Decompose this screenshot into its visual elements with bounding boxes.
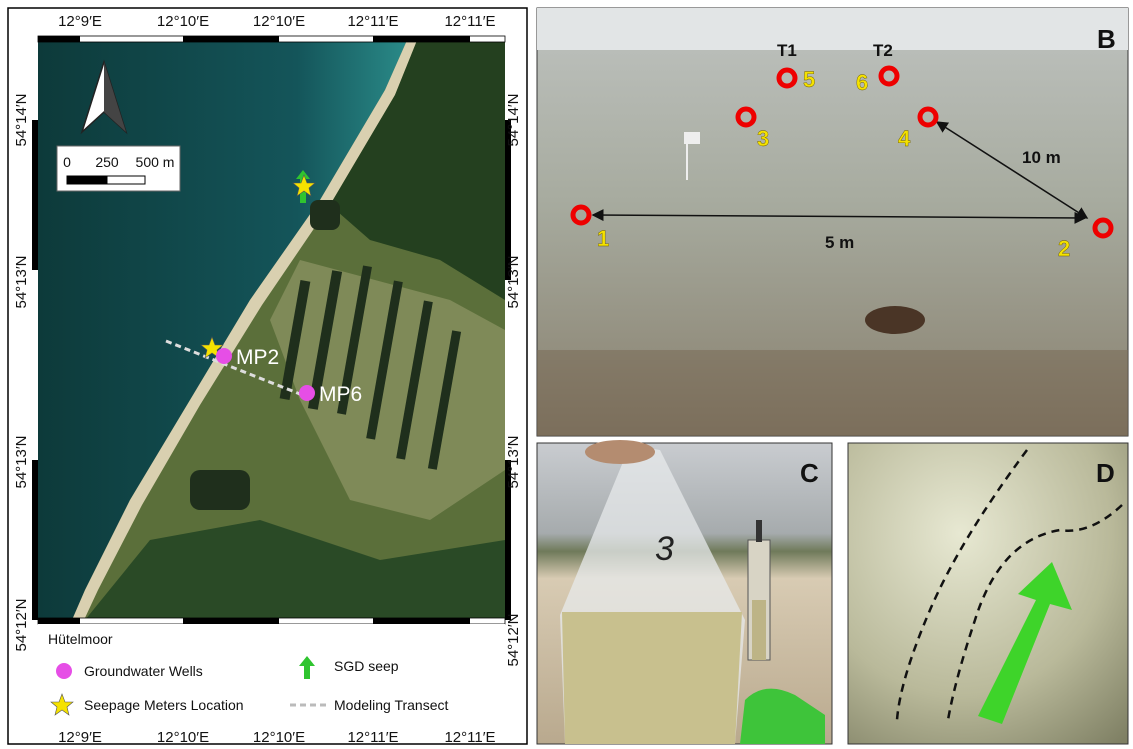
scale-label: 250 (95, 154, 119, 170)
point-label: 3 (757, 126, 769, 151)
seaweed (865, 306, 925, 334)
lon-label: 12°10′E (157, 729, 209, 746)
figure: 12°9′E 12°10′E 12°10′E 12°11′E 12°11′E 1… (0, 0, 1133, 749)
lat-label: 54°13′N (13, 435, 30, 488)
scale-bar (67, 176, 107, 184)
distance-label: 5 m (825, 233, 854, 252)
lon-label: 12°11′E (444, 13, 495, 30)
panel-label: D (1096, 458, 1115, 488)
hand (585, 440, 655, 464)
legend-item: Seepage Meters Location (84, 697, 244, 713)
lon-label: 12°9′E (58, 729, 102, 746)
lat-label: 54°12′N (505, 613, 522, 666)
panel-b: 1 2 3 4 5 6 T1 T2 10 m 5 m B (537, 8, 1128, 436)
photo-b-shore (537, 350, 1128, 436)
well-label: MP2 (236, 346, 279, 369)
syringe-water (752, 600, 766, 660)
lon-label: 12°10′E (253, 729, 305, 746)
lat-label: 54°12′N (13, 598, 30, 651)
well-label: MP6 (319, 383, 362, 406)
panel-a: 12°9′E 12°10′E 12°10′E 12°11′E 12°11′E 1… (8, 8, 527, 746)
point-label: 1 (597, 226, 609, 251)
lon-label: 12°11′E (347, 729, 398, 746)
distance-label: 10 m (1022, 148, 1061, 167)
syringe-plunger (756, 520, 762, 542)
scale-label: 500 m (136, 154, 175, 170)
bag-number: 3 (655, 530, 674, 568)
lon-label: 12°10′E (157, 13, 209, 30)
lat-label: 54°13′N (505, 435, 522, 488)
lon-label: 12°11′E (444, 729, 495, 746)
legend-title: Hütelmoor (48, 631, 113, 647)
bag-water (562, 612, 742, 744)
lat-label: 54°13′N (13, 255, 30, 308)
lat-label: 54°13′N (505, 255, 522, 308)
panel-label: B (1097, 24, 1116, 54)
legend-swatch (56, 663, 72, 679)
lon-label: 12°11′E (347, 13, 398, 30)
point-label: 5 (803, 67, 815, 92)
legend-item: SGD seep (334, 658, 399, 674)
transect-label: T2 (873, 41, 893, 60)
photo-b-sky (537, 8, 1128, 50)
lat-label: 54°14′N (13, 93, 30, 146)
scale-label: 0 (63, 154, 71, 170)
panel-label: C (800, 458, 819, 488)
well-marker (216, 348, 232, 364)
legend-item: Groundwater Wells (84, 663, 203, 679)
legend-item: Modeling Transect (334, 697, 449, 713)
lon-label: 12°10′E (253, 13, 305, 30)
panel-c: 3 C (537, 440, 832, 744)
well-marker (299, 385, 315, 401)
point-label: 6 (856, 70, 868, 95)
marker-sign (684, 132, 700, 144)
lon-label: 12°9′E (58, 13, 102, 30)
transect-label: T1 (777, 41, 797, 60)
point-label: 2 (1058, 236, 1070, 261)
point-label: 4 (898, 126, 911, 151)
panel-d: D (848, 443, 1128, 744)
lat-label: 54°14′N (505, 93, 522, 146)
scale-bar (107, 176, 145, 184)
